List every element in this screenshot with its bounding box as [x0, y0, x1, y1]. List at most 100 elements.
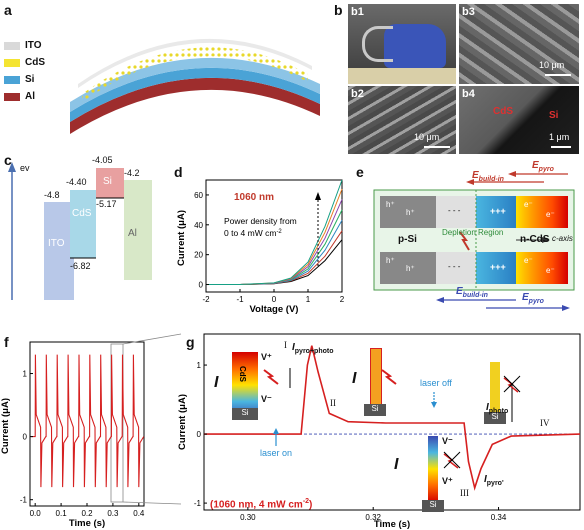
d-xticks: -2 -1 0 1 2	[202, 289, 345, 304]
legend-cds-label: CdS	[25, 57, 45, 68]
b1-photo: b1	[348, 4, 456, 84]
ito-band-label: ITO	[48, 238, 65, 249]
g-inset1-vplus: V⁺	[261, 352, 272, 362]
panel-c-label: c	[4, 152, 12, 168]
f-ytick-0: 1	[23, 370, 28, 379]
g-inset4-si-label: Si	[491, 412, 499, 421]
g-inset1-current: I	[214, 374, 219, 391]
b2-scale-bar	[424, 146, 450, 148]
al-band	[124, 180, 152, 280]
cds-band-label: CdS	[72, 208, 92, 219]
cds-bottom-block	[516, 252, 568, 284]
e-plus-top: +++	[490, 206, 506, 216]
e-caxis-label: c-axis	[552, 234, 573, 243]
psi-top-block	[380, 196, 436, 228]
e-buildin-top-text: Ebuild-in	[472, 170, 504, 183]
legend-si: Si	[4, 74, 76, 85]
g-xticks: 0.30 0.32 0.34	[240, 507, 507, 522]
legend-si-swatch	[4, 75, 20, 84]
g-xtick-0: 0.30	[240, 513, 256, 522]
zoom-connector-lines	[123, 333, 182, 505]
d-series-6	[206, 179, 343, 285]
f-xtick-4: 0.4	[133, 509, 145, 518]
f-ytick-1: 0	[23, 433, 28, 442]
d-xtick-3: 1	[306, 295, 311, 304]
d-xlabel: Voltage (V)	[250, 304, 299, 315]
mechanism-diagram-e	[373, 171, 575, 311]
depletion-bottom-cds	[476, 252, 516, 284]
d-xtick-1: -1	[236, 295, 244, 304]
f-xlabel: Time (s)	[69, 518, 105, 529]
e-pyro-bot-text: Epyro	[522, 292, 544, 305]
g-condition-note: (1060 nm, 4 mW cm-2)	[210, 498, 313, 511]
e-pyro-bot-arrow-icon	[562, 305, 570, 311]
al-top-value: -4.2	[124, 168, 140, 178]
depletion-top-si	[436, 196, 476, 228]
f-yticks: 1 0 -1	[20, 370, 33, 505]
e-eminus-2: e⁻	[546, 210, 555, 219]
legend-si-label: Si	[25, 74, 35, 85]
psi-bottom-block	[380, 252, 436, 284]
g-xlabel: Time (s)	[374, 519, 410, 530]
e-depletion-label: Depletion Region	[442, 228, 504, 237]
g-ylabel: Current (μA)	[177, 394, 188, 450]
g-inset3-current: I	[394, 456, 399, 473]
e-eminus-3: e⁻	[524, 256, 533, 265]
panel-g-label: g	[186, 334, 195, 350]
zoom-line-bottom	[123, 501, 182, 505]
al-layer	[70, 77, 320, 134]
b4-si-label: Si	[549, 110, 559, 121]
g-stage-i: I	[284, 340, 287, 350]
legend-al-swatch	[4, 92, 20, 101]
zoom-line-top	[123, 333, 182, 345]
band-diagram	[8, 162, 152, 300]
c-axis-arrow-icon	[542, 237, 550, 243]
g-iphoto-label: Iphoto	[486, 402, 509, 415]
g-inset1-light-icon	[263, 369, 279, 385]
b4-scale-bar	[551, 146, 571, 148]
panel-a-label: a	[4, 2, 12, 18]
g-inset1-cds-label: CdS	[238, 366, 247, 382]
g-inset-stage2-si: Si	[364, 404, 386, 416]
glove-hand	[384, 24, 446, 68]
cds-band	[70, 190, 96, 258]
d-series-0	[206, 239, 343, 285]
g-laser-off-arrow-icon	[431, 392, 437, 408]
g-inset3-si-label: Si	[429, 500, 437, 509]
g-stage-iv: IV	[540, 418, 550, 428]
f-xticks: 0.0 0.1 0.2 0.3 0.4	[30, 503, 145, 518]
panel-e-label: e	[356, 164, 364, 180]
e-psi-label: p-Si	[398, 234, 417, 245]
e-pyro-top-arrow-icon	[508, 171, 516, 177]
chart-d: 1060 nm Power density from 0 to 4 mW cm-…	[176, 179, 345, 315]
g-inset4-no-light-icon	[503, 375, 521, 393]
f-ylabel: Current (μA)	[0, 398, 11, 454]
d-ytick-0: 0	[199, 281, 204, 290]
g-ipyro-photo-label: Ipyro+photo	[292, 342, 334, 355]
g-stage-ii: II	[330, 398, 336, 408]
g-inset-stage1-cds: CdS	[232, 352, 258, 418]
f-series-line	[31, 354, 145, 488]
cds-top-value: -4.40	[66, 177, 87, 187]
g-ytick-0: 1	[197, 361, 202, 370]
g-laser-on-arrow-icon	[273, 428, 279, 446]
e-hplus-4: h⁺	[406, 264, 415, 273]
e-eminus-4: e⁻	[546, 266, 555, 275]
g-plot-frame	[203, 333, 581, 511]
e-plus-bot: +++	[490, 262, 506, 272]
e-pyro-top-text: Epyro	[532, 160, 554, 173]
g-xtick-2: 0.34	[491, 513, 507, 522]
d-xtick-2: 0	[272, 295, 277, 304]
g-inset3-no-light-icon	[443, 451, 461, 469]
chart-g: 0.30 0.32 0.34 1 0 -1 Time (s) Current (μA)	[177, 333, 581, 530]
c-axis-label: ev	[20, 163, 30, 173]
d-wavelength-label: 1060 nm	[234, 192, 274, 203]
g-series-line	[204, 345, 581, 491]
g-laser-on-label: laser on	[260, 448, 293, 458]
legend-cds: CdS	[4, 57, 76, 68]
e-dashes-top: - - -	[448, 206, 461, 215]
cds-nanowire-array	[82, 47, 308, 102]
si-band	[96, 168, 124, 198]
g-ytick-1: 0	[197, 430, 202, 439]
b3-scale-text: 10 μm	[539, 60, 565, 70]
